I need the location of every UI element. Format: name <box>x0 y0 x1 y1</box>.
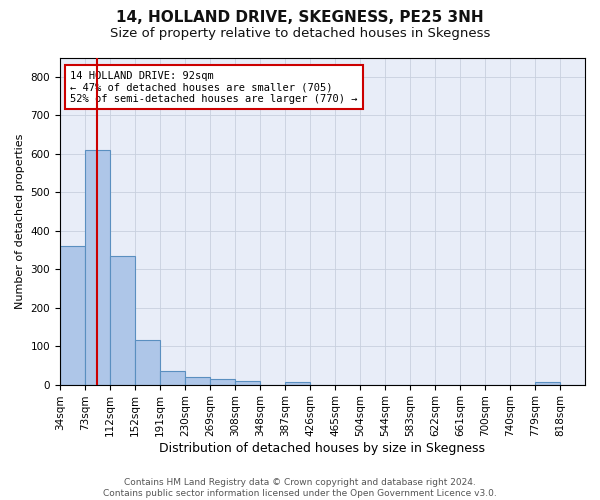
Bar <box>535 382 560 384</box>
Bar <box>210 379 235 384</box>
Text: Contains HM Land Registry data © Crown copyright and database right 2024.
Contai: Contains HM Land Registry data © Crown c… <box>103 478 497 498</box>
Bar <box>85 150 110 384</box>
Bar <box>160 371 185 384</box>
Bar <box>135 340 160 384</box>
Text: Size of property relative to detached houses in Skegness: Size of property relative to detached ho… <box>110 28 490 40</box>
Bar <box>110 256 135 384</box>
Bar <box>285 382 310 384</box>
Y-axis label: Number of detached properties: Number of detached properties <box>15 134 25 308</box>
Text: 14 HOLLAND DRIVE: 92sqm
← 47% of detached houses are smaller (705)
52% of semi-d: 14 HOLLAND DRIVE: 92sqm ← 47% of detache… <box>70 70 358 104</box>
Bar <box>185 377 210 384</box>
Bar <box>235 380 260 384</box>
Bar <box>60 246 85 384</box>
Text: 14, HOLLAND DRIVE, SKEGNESS, PE25 3NH: 14, HOLLAND DRIVE, SKEGNESS, PE25 3NH <box>116 10 484 25</box>
X-axis label: Distribution of detached houses by size in Skegness: Distribution of detached houses by size … <box>160 442 485 455</box>
